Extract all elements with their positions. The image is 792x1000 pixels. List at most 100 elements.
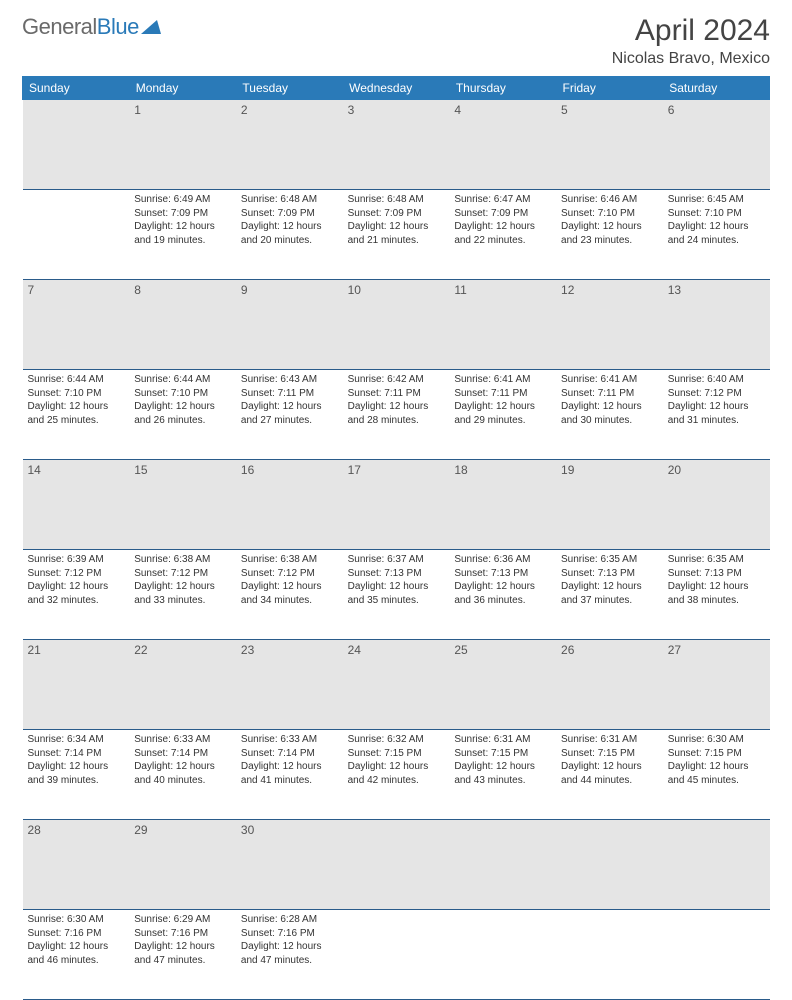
day1-line: Daylight: 12 hours [241, 760, 338, 774]
sunrise-line: Sunrise: 6:46 AM [561, 193, 658, 207]
sunset-line: Sunset: 7:13 PM [454, 567, 551, 581]
sunrise-line: Sunrise: 6:49 AM [134, 193, 231, 207]
day2-line: and 29 minutes. [454, 414, 551, 428]
day-cell: Sunrise: 6:42 AMSunset: 7:11 PMDaylight:… [343, 370, 450, 460]
day2-line: and 38 minutes. [668, 594, 765, 608]
sunset-line: Sunset: 7:12 PM [28, 567, 125, 581]
sunset-line: Sunset: 7:11 PM [348, 387, 445, 401]
day1-line: Daylight: 12 hours [348, 400, 445, 414]
day1-line: Daylight: 12 hours [28, 760, 125, 774]
sunrise-line: Sunrise: 6:39 AM [28, 553, 125, 567]
sunset-line: Sunset: 7:12 PM [668, 387, 765, 401]
day-cell: Sunrise: 6:48 AMSunset: 7:09 PMDaylight:… [236, 190, 343, 280]
sunrise-line: Sunrise: 6:30 AM [28, 913, 125, 927]
sunset-line: Sunset: 7:09 PM [241, 207, 338, 221]
day1-line: Daylight: 12 hours [134, 940, 231, 954]
sunset-line: Sunset: 7:14 PM [134, 747, 231, 761]
day2-line: and 45 minutes. [668, 774, 765, 788]
day1-line: Daylight: 12 hours [241, 400, 338, 414]
day-number-cell: 26 [556, 640, 663, 730]
day-cell [343, 910, 450, 1000]
sunset-line: Sunset: 7:16 PM [28, 927, 125, 941]
sunset-line: Sunset: 7:10 PM [561, 207, 658, 221]
day-cell: Sunrise: 6:38 AMSunset: 7:12 PMDaylight:… [129, 550, 236, 640]
day-cell: Sunrise: 6:33 AMSunset: 7:14 PMDaylight:… [129, 730, 236, 820]
day-number-cell: 5 [556, 100, 663, 190]
sunset-line: Sunset: 7:14 PM [241, 747, 338, 761]
day2-line: and 24 minutes. [668, 234, 765, 248]
day-cell: Sunrise: 6:33 AMSunset: 7:14 PMDaylight:… [236, 730, 343, 820]
day-cell: Sunrise: 6:32 AMSunset: 7:15 PMDaylight:… [343, 730, 450, 820]
day2-line: and 26 minutes. [134, 414, 231, 428]
day-header: Tuesday [236, 77, 343, 100]
day-number-cell: 2 [236, 100, 343, 190]
day2-line: and 25 minutes. [28, 414, 125, 428]
day1-line: Daylight: 12 hours [134, 760, 231, 774]
day2-line: and 40 minutes. [134, 774, 231, 788]
day2-line: and 19 minutes. [134, 234, 231, 248]
day-cell: Sunrise: 6:46 AMSunset: 7:10 PMDaylight:… [556, 190, 663, 280]
day2-line: and 44 minutes. [561, 774, 658, 788]
day-number-cell [23, 100, 130, 190]
day-cell: Sunrise: 6:29 AMSunset: 7:16 PMDaylight:… [129, 910, 236, 1000]
day-number-row: 14151617181920 [23, 460, 770, 550]
sunset-line: Sunset: 7:09 PM [348, 207, 445, 221]
sunrise-line: Sunrise: 6:31 AM [561, 733, 658, 747]
sunset-line: Sunset: 7:09 PM [454, 207, 551, 221]
day-header: Thursday [449, 77, 556, 100]
sunrise-line: Sunrise: 6:35 AM [668, 553, 765, 567]
sunrise-line: Sunrise: 6:44 AM [134, 373, 231, 387]
day-number-cell: 6 [663, 100, 770, 190]
day1-line: Daylight: 12 hours [454, 220, 551, 234]
day-cell: Sunrise: 6:38 AMSunset: 7:12 PMDaylight:… [236, 550, 343, 640]
day1-line: Daylight: 12 hours [134, 400, 231, 414]
brand-part1: General [22, 14, 97, 40]
sunrise-line: Sunrise: 6:38 AM [134, 553, 231, 567]
day2-line: and 39 minutes. [28, 774, 125, 788]
day-cell [449, 910, 556, 1000]
day1-line: Daylight: 12 hours [561, 400, 658, 414]
day2-line: and 43 minutes. [454, 774, 551, 788]
day-header: Sunday [23, 77, 130, 100]
day2-line: and 42 minutes. [348, 774, 445, 788]
day1-line: Daylight: 12 hours [668, 580, 765, 594]
day2-line: and 31 minutes. [668, 414, 765, 428]
day-cell [663, 910, 770, 1000]
sunset-line: Sunset: 7:13 PM [668, 567, 765, 581]
day2-line: and 47 minutes. [134, 954, 231, 968]
day-cell: Sunrise: 6:41 AMSunset: 7:11 PMDaylight:… [556, 370, 663, 460]
sunrise-line: Sunrise: 6:42 AM [348, 373, 445, 387]
day-number-cell: 24 [343, 640, 450, 730]
day-number-cell: 10 [343, 280, 450, 370]
day-number-cell: 14 [23, 460, 130, 550]
brand-logo: GeneralBlue [22, 14, 161, 40]
day1-line: Daylight: 12 hours [454, 580, 551, 594]
day-number-cell: 22 [129, 640, 236, 730]
day-header: Saturday [663, 77, 770, 100]
day-cell: Sunrise: 6:31 AMSunset: 7:15 PMDaylight:… [556, 730, 663, 820]
day2-line: and 47 minutes. [241, 954, 338, 968]
day-number-cell: 21 [23, 640, 130, 730]
day1-line: Daylight: 12 hours [348, 760, 445, 774]
day-cell: Sunrise: 6:49 AMSunset: 7:09 PMDaylight:… [129, 190, 236, 280]
day-number-cell: 23 [236, 640, 343, 730]
day-number-cell: 1 [129, 100, 236, 190]
day1-line: Daylight: 12 hours [134, 220, 231, 234]
day-cell: Sunrise: 6:34 AMSunset: 7:14 PMDaylight:… [23, 730, 130, 820]
sunrise-line: Sunrise: 6:36 AM [454, 553, 551, 567]
day1-line: Daylight: 12 hours [454, 760, 551, 774]
day1-line: Daylight: 12 hours [134, 580, 231, 594]
calendar-body: 123456Sunrise: 6:49 AMSunset: 7:09 PMDay… [23, 100, 770, 1000]
day2-line: and 41 minutes. [241, 774, 338, 788]
day-header: Monday [129, 77, 236, 100]
day1-line: Daylight: 12 hours [348, 220, 445, 234]
day2-line: and 32 minutes. [28, 594, 125, 608]
sunset-line: Sunset: 7:15 PM [348, 747, 445, 761]
sunrise-line: Sunrise: 6:45 AM [668, 193, 765, 207]
day-cell: Sunrise: 6:30 AMSunset: 7:16 PMDaylight:… [23, 910, 130, 1000]
sunrise-line: Sunrise: 6:41 AM [561, 373, 658, 387]
day-cell: Sunrise: 6:37 AMSunset: 7:13 PMDaylight:… [343, 550, 450, 640]
day-cell [556, 910, 663, 1000]
day1-line: Daylight: 12 hours [561, 220, 658, 234]
day-header-row: Sunday Monday Tuesday Wednesday Thursday… [23, 77, 770, 100]
